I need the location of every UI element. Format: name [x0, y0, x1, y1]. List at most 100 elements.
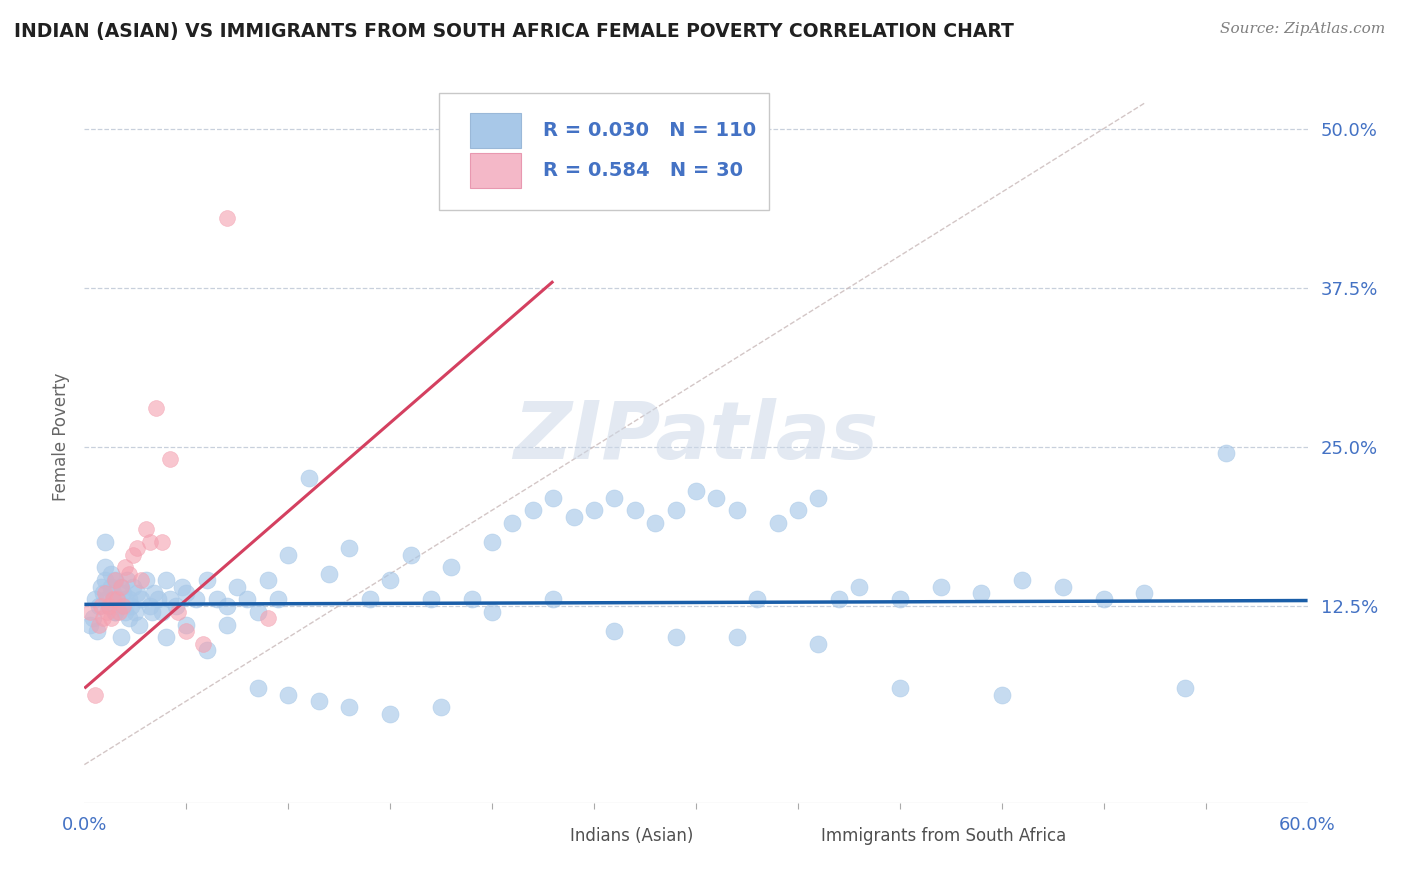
Point [277, 548, 299, 562]
Point [104, 605, 127, 619]
Point [246, 681, 269, 696]
Point [807, 491, 830, 505]
Text: R = 0.030   N = 110: R = 0.030 N = 110 [543, 121, 756, 140]
Point [104, 605, 127, 619]
Point [562, 509, 585, 524]
Point [91, 611, 114, 625]
Point [150, 605, 173, 619]
Point [522, 503, 544, 517]
Point [101, 586, 124, 600]
Point [100, 580, 122, 594]
Point [174, 586, 197, 600]
Point [217, 617, 239, 632]
Point [298, 471, 321, 485]
Point [205, 592, 228, 607]
Point [87, 599, 110, 613]
Point [277, 688, 299, 702]
Point [114, 560, 136, 574]
Point [115, 573, 138, 587]
Point [122, 548, 145, 562]
Point [131, 592, 153, 607]
Point [543, 491, 565, 505]
Text: ZIPatlas: ZIPatlas [513, 398, 879, 476]
Point [101, 592, 124, 607]
Point [706, 491, 728, 505]
Point [236, 592, 259, 607]
Point [159, 452, 181, 467]
Point [93, 535, 115, 549]
Point [848, 580, 870, 594]
Point [105, 592, 128, 607]
Point [430, 700, 453, 714]
Text: INDIAN (ASIAN) VS IMMIGRANTS FROM SOUTH AFRICA FEMALE POVERTY CORRELATION CHART: INDIAN (ASIAN) VS IMMIGRANTS FROM SOUTH … [14, 22, 1014, 41]
Point [141, 605, 163, 619]
Point [685, 484, 707, 499]
Point [142, 586, 165, 600]
Point [1133, 586, 1156, 600]
Point [120, 599, 142, 613]
Point [665, 503, 688, 517]
Point [96, 605, 118, 619]
Point [90, 599, 112, 613]
Point [93, 560, 115, 574]
Point [195, 643, 218, 657]
Point [82, 611, 104, 625]
Text: R = 0.584   N = 30: R = 0.584 N = 30 [543, 161, 742, 180]
Point [191, 637, 214, 651]
Point [83, 688, 105, 702]
FancyBboxPatch shape [470, 153, 522, 188]
Point [124, 605, 146, 619]
Point [246, 605, 269, 619]
Point [135, 522, 157, 536]
Point [257, 611, 280, 625]
Point [118, 611, 141, 625]
Point [991, 688, 1014, 702]
Point [104, 573, 127, 587]
Point [725, 631, 748, 645]
Point [112, 586, 135, 600]
Point [807, 637, 830, 651]
Point [122, 580, 145, 594]
Point [131, 573, 153, 587]
Point [104, 573, 127, 587]
Point [308, 694, 330, 708]
Point [481, 605, 503, 619]
Point [1092, 592, 1115, 607]
Point [174, 624, 197, 638]
Point [624, 503, 647, 517]
Point [159, 592, 181, 607]
Point [108, 599, 131, 613]
Point [174, 617, 197, 632]
Y-axis label: Female Poverty: Female Poverty [52, 373, 70, 501]
Point [100, 566, 122, 581]
Point [603, 491, 626, 505]
Point [186, 592, 208, 607]
Point [79, 605, 101, 619]
Point [787, 503, 810, 517]
Point [226, 580, 249, 594]
Point [420, 592, 443, 607]
Point [461, 592, 484, 607]
Point [644, 516, 666, 530]
Point [502, 516, 524, 530]
Point [217, 599, 239, 613]
Point [339, 700, 361, 714]
Point [257, 573, 280, 587]
Point [86, 624, 108, 638]
Point [481, 535, 503, 549]
Point [165, 599, 187, 613]
Point [83, 592, 105, 607]
Point [380, 573, 402, 587]
Point [118, 566, 141, 581]
Point [172, 580, 194, 594]
Point [1052, 580, 1074, 594]
Point [79, 617, 101, 632]
Point [135, 573, 157, 587]
Point [97, 599, 120, 613]
Point [1215, 446, 1237, 460]
Point [87, 617, 110, 632]
Point [543, 592, 565, 607]
Point [93, 586, 115, 600]
Point [195, 573, 218, 587]
FancyBboxPatch shape [439, 94, 769, 211]
